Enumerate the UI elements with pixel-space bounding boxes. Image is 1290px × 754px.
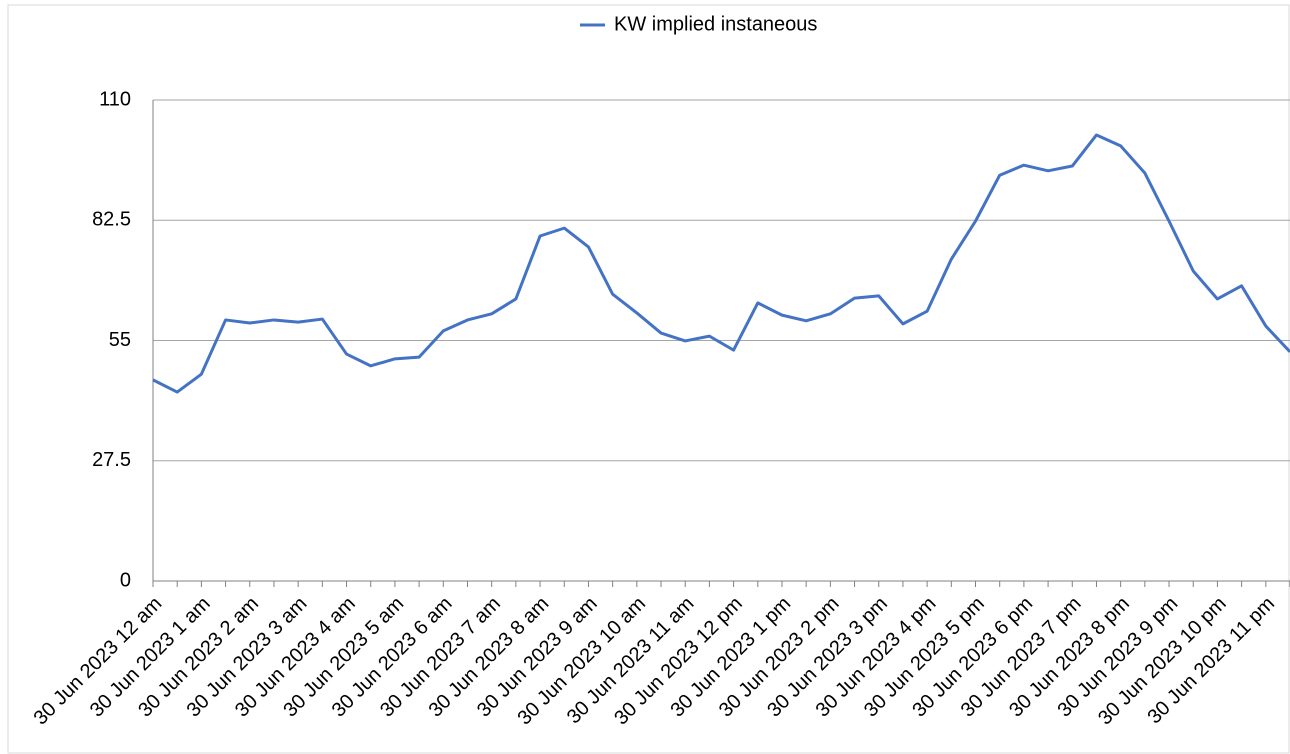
y-tick-label: 0 (120, 569, 131, 591)
chart-border (7, 4, 1290, 754)
y-tick-label: 110 (99, 88, 131, 110)
line (152, 133, 1290, 394)
y-tick-label: 82.5 (92, 209, 131, 231)
y-tick-label: 55 (109, 329, 131, 351)
legend-label: KW implied instaneous (614, 13, 817, 35)
y-tick-label: 27.5 (92, 449, 131, 471)
